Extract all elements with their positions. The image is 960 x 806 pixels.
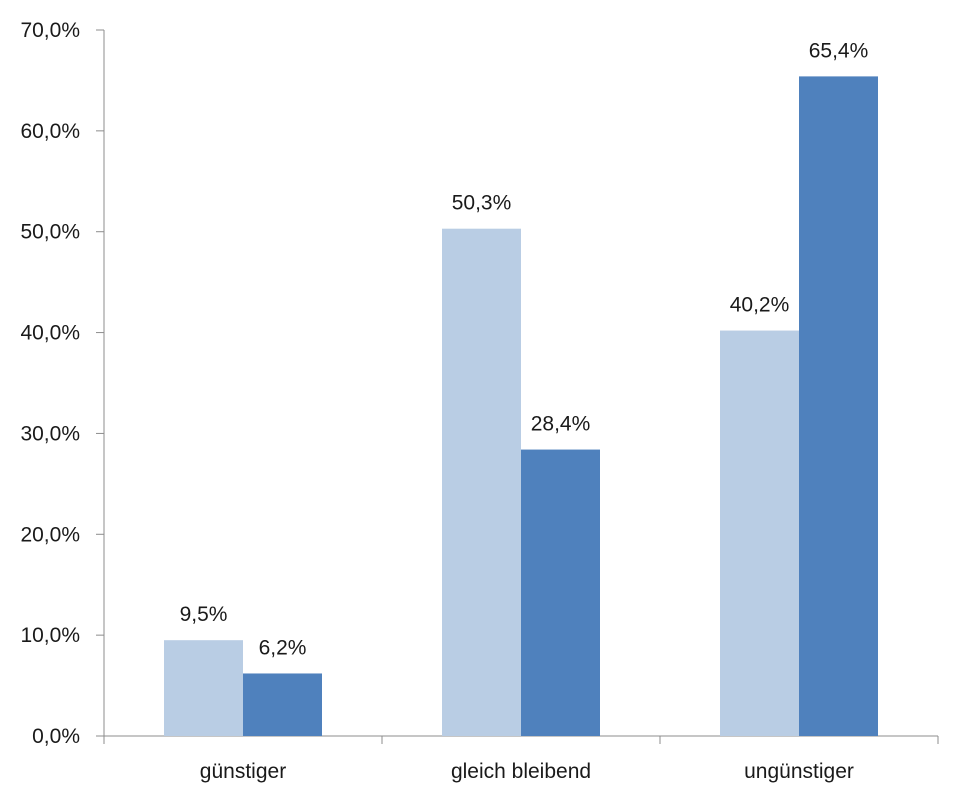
bar xyxy=(442,228,521,736)
y-tick-label: 70,0% xyxy=(20,19,80,42)
data-label: 40,2% xyxy=(730,294,790,317)
bar xyxy=(243,673,322,736)
bar xyxy=(720,330,799,736)
y-tick-label: 0,0% xyxy=(32,725,80,748)
y-tick-label: 10,0% xyxy=(20,624,80,647)
data-label: 28,4% xyxy=(531,413,591,436)
data-label: 65,4% xyxy=(809,39,869,62)
y-tick-label: 20,0% xyxy=(20,523,80,546)
x-category-label: günstiger xyxy=(200,760,286,783)
bar xyxy=(164,640,243,736)
data-label: 50,3% xyxy=(452,192,512,215)
data-label: 6,2% xyxy=(259,636,307,659)
bar xyxy=(521,449,600,736)
y-tick-label: 60,0% xyxy=(20,120,80,143)
y-tick-label: 50,0% xyxy=(20,221,80,244)
y-tick-label: 30,0% xyxy=(20,422,80,445)
x-category-label: ungünstiger xyxy=(744,760,854,783)
y-tick-label: 40,0% xyxy=(20,322,80,345)
x-category-label: gleich bleibend xyxy=(451,760,591,783)
data-label: 9,5% xyxy=(180,603,228,626)
bar xyxy=(799,76,878,736)
